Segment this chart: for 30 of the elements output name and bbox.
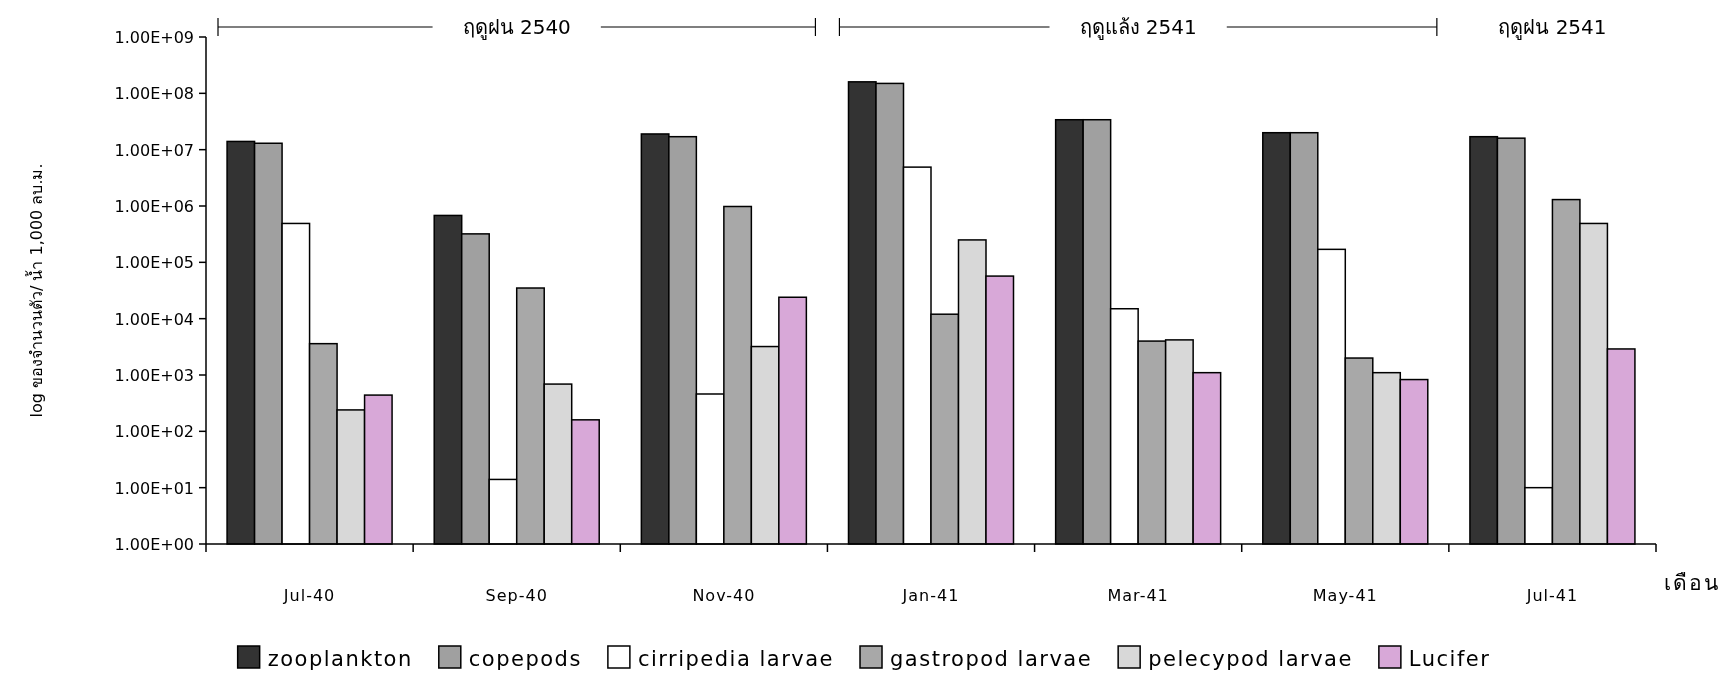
x-tick-label: Jul-40 bbox=[282, 586, 336, 605]
y-tick-label: 1.00E+02 bbox=[114, 422, 194, 442]
x-tick-label: Sep-40 bbox=[485, 586, 548, 605]
legend-label: pelecypod larvae bbox=[1148, 647, 1353, 671]
y-tick-label: 1.00E+07 bbox=[114, 140, 194, 160]
bracket: ฤดูฝน 2541 bbox=[1498, 15, 1607, 39]
y-tick-label: 1.00E+04 bbox=[114, 309, 194, 329]
legend-label: cirripedia larvae bbox=[637, 647, 835, 671]
legend-label: Lucifer bbox=[1408, 647, 1491, 671]
annotation: ฤดูแล้ง 2541 bbox=[1079, 15, 1197, 40]
x-axis-title: เดือน bbox=[1664, 571, 1720, 595]
legend-label: zooplankton bbox=[267, 647, 413, 671]
x-tick-label: Nov-40 bbox=[692, 586, 756, 605]
x-tick-label: May-41 bbox=[1312, 586, 1378, 605]
legend-label: copepods bbox=[468, 647, 582, 671]
annotation: ฤดูฝน 2540 bbox=[462, 15, 571, 40]
x-tick-label: Jan-41 bbox=[901, 586, 960, 605]
y-tick-label: 1.00E+05 bbox=[114, 253, 194, 273]
y-tick-label: 1.00E+03 bbox=[114, 366, 194, 385]
bracket: ฤดูฝน 2540 bbox=[217, 15, 817, 39]
bracket: ฤดูแล้ง 2541 bbox=[838, 15, 1438, 39]
y-tick-label: 1.00E+06 bbox=[114, 197, 194, 216]
y-axis-title: log ของจำนวนตัว/ น้ำ 1,000 ลบ.ม. bbox=[25, 163, 46, 418]
y-tick-label: 1.00E+08 bbox=[114, 84, 194, 104]
legend-label: gastropod larvae bbox=[890, 647, 1093, 671]
x-tick-label: Mar-41 bbox=[1107, 586, 1169, 605]
y-tick-label: 1.00E+01 bbox=[114, 478, 194, 498]
y-tick-label: 1.00E+09 bbox=[114, 28, 194, 47]
x-tick-label: Jul-41 bbox=[1525, 586, 1579, 605]
y-tick-label: 1.00E+00 bbox=[114, 535, 194, 554]
